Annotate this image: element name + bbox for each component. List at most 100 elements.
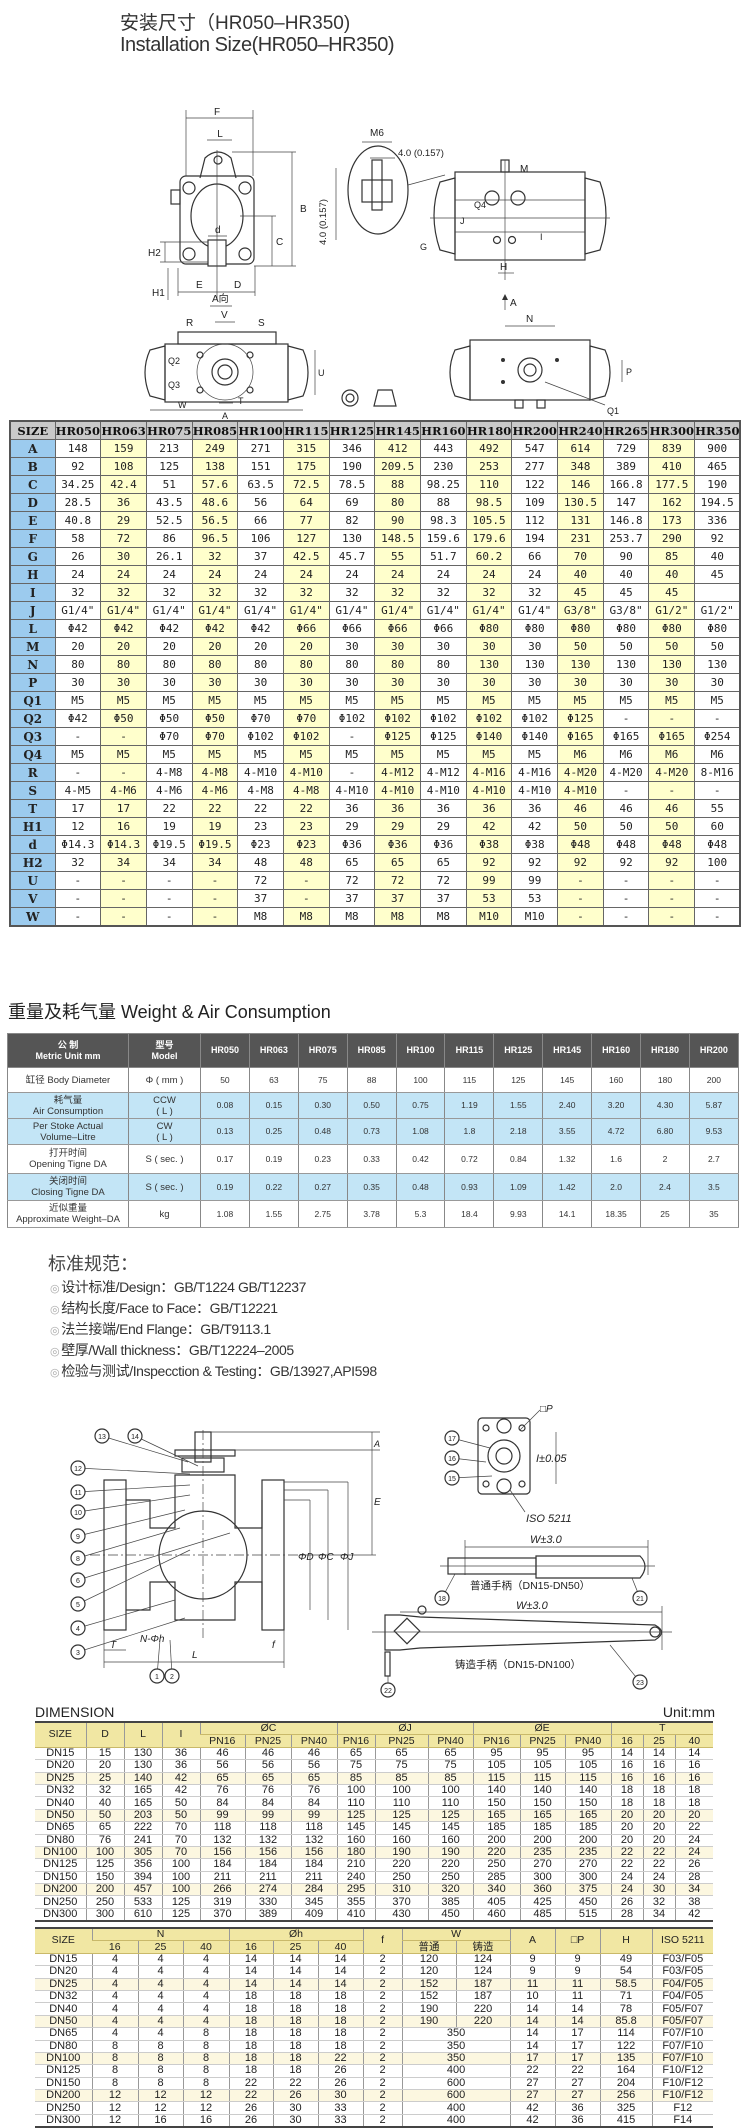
cell: 36 (465, 799, 513, 818)
row-label: C (9, 475, 56, 494)
cell: M5 (602, 691, 650, 710)
cell: DN250 (35, 1895, 86, 1909)
cell: 70 (161, 1846, 200, 1860)
n-cell: 4 (137, 2027, 183, 2041)
cell: 85 (427, 1772, 474, 1785)
flange-top-detail: □P I±0.05 ISO 5211 (477, 1404, 572, 1525)
cell: 30 (511, 637, 559, 656)
label-G: G (420, 242, 427, 252)
cell: 4-M20 (602, 763, 650, 782)
cell: 32 (465, 583, 513, 602)
cell: G1/4" (282, 601, 330, 620)
standard-item: ◎ 设计标准/Design：GB/T1224 GB/T12237 (50, 1278, 377, 1299)
cell: 165 (123, 1796, 162, 1810)
header-2: Øh (228, 1928, 364, 1942)
cell: 345 (290, 1895, 338, 1909)
cell: 209.5 (374, 457, 421, 476)
cell: 76 (199, 1784, 245, 1798)
table-row: DN300 12 16 16 26 30 33 2 400 42 36 415 F14 (35, 2114, 714, 2128)
cell: Φ48 (694, 835, 741, 854)
cell: 32 (282, 583, 330, 602)
cell: G1/2" (694, 601, 741, 620)
n-cell: 16 (182, 2114, 230, 2128)
table-row: Q3- - Φ70 Φ70 Φ102 Φ102- Φ125 Φ125 Φ140 Φ140 Φ165 Φ… (9, 727, 741, 746)
n-cell: 12 (91, 2101, 138, 2115)
cell: 0.42 (395, 1144, 446, 1174)
h-cell: 14 (228, 1978, 274, 1991)
row-label: Q4 (9, 745, 56, 764)
cell: 85 (648, 547, 696, 566)
cell: G1/4" (374, 601, 421, 620)
row-label: S (9, 781, 56, 800)
cell: M5 (100, 745, 147, 764)
cell: 46 (602, 799, 650, 818)
cell: 77 (282, 511, 330, 530)
cell: - (602, 889, 650, 908)
cell: 203 (123, 1809, 162, 1823)
cell: 184 (199, 1858, 245, 1872)
cell: 285 (472, 1871, 521, 1885)
unit-line-2: ( L ) (156, 1131, 173, 1143)
callout-number: 13 (98, 1434, 106, 1441)
label-T: T (110, 1640, 117, 1651)
cell: 0.23 (297, 1144, 348, 1174)
callout-number: 5 (76, 1602, 80, 1609)
cell: 211 (199, 1871, 245, 1885)
table-row: H1 12 16 19 19 23 23 29 29 29 42 42 50 50 50 60 (9, 817, 741, 836)
label-Q4: Q4 (474, 200, 486, 210)
cell: Φ42 (100, 619, 147, 638)
cell: 46 (244, 1747, 291, 1761)
table-row: DN40 40 165 50 84 84 84 110 110 110 150 150 150 18 18 1… (35, 1796, 714, 1810)
cell: 65 (290, 1772, 338, 1785)
cell: 14 (674, 1747, 714, 1761)
cell: 30 (100, 547, 147, 566)
cell: 80 (145, 655, 193, 674)
cell: 24 (54, 565, 102, 584)
cell: 108 (100, 457, 147, 476)
cell: 29 (328, 817, 376, 836)
n-cell: 4 (91, 1953, 138, 1967)
installation-drawing: F L B C d H2 H1 E D M6 4.0 (0.157) 4.0 (… (144, 107, 632, 420)
model-cell: HR145 (542, 1033, 593, 1068)
cell: 26.1 (145, 547, 193, 566)
cell: 4-M6 (145, 781, 193, 800)
cell: 0.33 (346, 1144, 397, 1174)
cell: 253 (465, 457, 513, 476)
cell: Φ23 (282, 835, 330, 854)
n-cell: 4 (182, 2015, 230, 2029)
cell: Φ254 (694, 727, 741, 746)
cell: 45 (602, 583, 650, 602)
cell: 30 (191, 673, 239, 692)
iso-cell: F10/F12 (651, 2064, 714, 2078)
header-cell: HR145 (374, 420, 421, 440)
h-cell: 22 (272, 2077, 319, 2091)
callout-number: 16 (448, 1456, 456, 1463)
table-row: Q2 Φ42 Φ50 Φ50 Φ50 Φ70 Φ70 Φ102 Φ102 Φ102 Φ102 Φ102… (9, 709, 741, 728)
cell: 24 (282, 565, 330, 584)
label-W2: W±3.0 (516, 1600, 549, 1612)
size-cell: DN200 (35, 2089, 92, 2103)
label-iso5211: ISO 5211 (526, 1513, 572, 1525)
cell: 80 (191, 655, 239, 674)
cell: 53 (465, 889, 513, 908)
cell: 29 (420, 817, 467, 836)
n-cell: 12 (137, 2101, 183, 2115)
subheader-cell: PN16 (336, 1734, 376, 1748)
cell: DN50 (35, 1809, 86, 1823)
cell: DN32 (35, 1784, 86, 1798)
cell: 30 (420, 673, 467, 692)
cell: 375 (564, 1883, 612, 1897)
cell: 32 (191, 547, 239, 566)
table-row: B 92 108 125 138 151 175 190 209.5 230 253 277 348 38… (9, 457, 741, 476)
cell: 156 (244, 1846, 291, 1860)
cell: 30 (642, 1883, 676, 1897)
cell: Φ38 (511, 835, 559, 854)
label-F: F (214, 107, 220, 118)
cell: 22 (642, 1846, 676, 1860)
cell: 90 (602, 547, 650, 566)
cell: 22 (674, 1821, 714, 1835)
h-cell: 30 (272, 2114, 319, 2128)
cell: 48 (282, 853, 330, 872)
cell: 184 (244, 1858, 291, 1872)
cell: 30 (328, 673, 376, 692)
